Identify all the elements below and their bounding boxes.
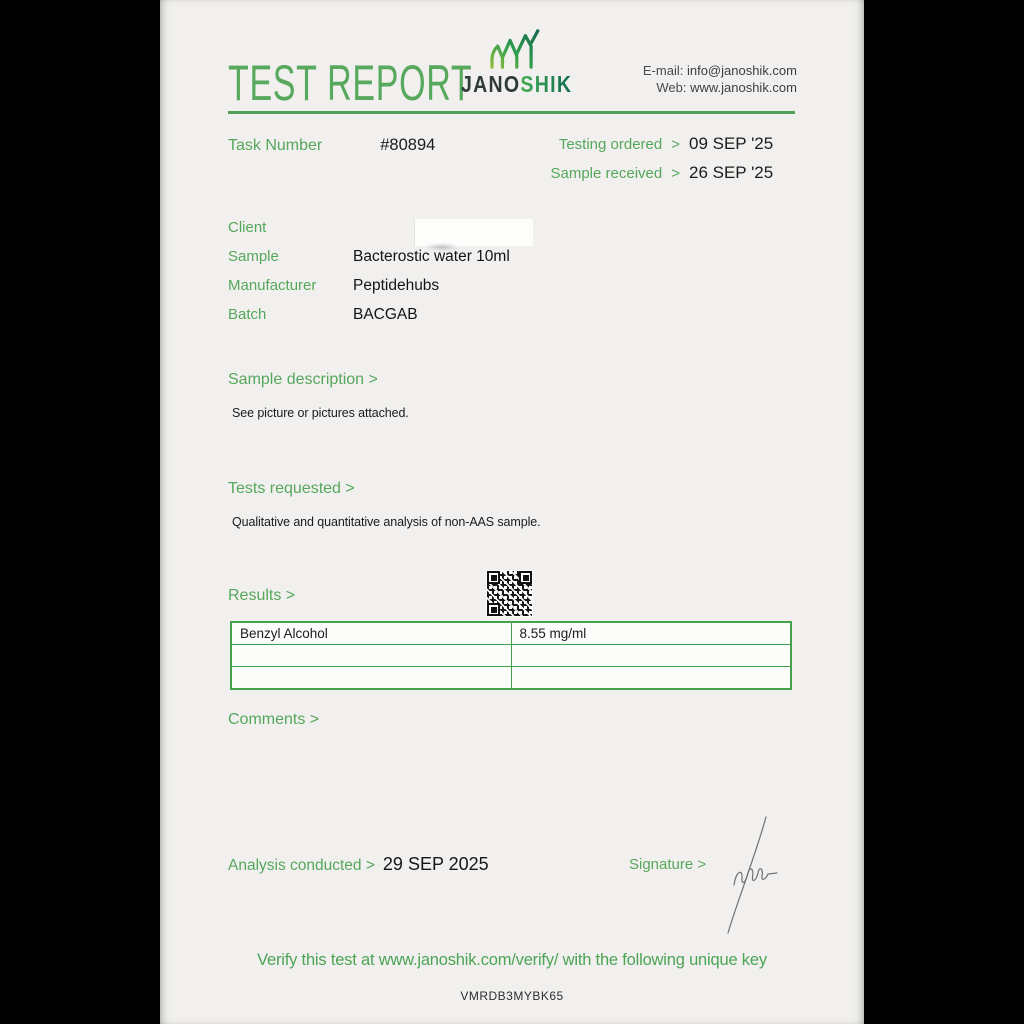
task-number-value: #80894 <box>380 136 436 154</box>
redaction-smudge <box>425 243 459 251</box>
client-row: Client <box>228 219 648 251</box>
chevron-right-icon: > <box>671 165 680 182</box>
batch-value: BACGAB <box>353 306 418 323</box>
result-analyte-cell: Benzyl Alcohol <box>230 621 512 645</box>
manufacturer-value: Peptidehubs <box>353 277 440 294</box>
table-row <box>230 666 792 690</box>
signature-image <box>727 816 778 934</box>
manufacturer-label: Manufacturer <box>228 277 317 294</box>
verify-instruction: Verify this test at www.janoshik.com/ver… <box>257 951 767 969</box>
logo-wordmark: JANOSHIK <box>461 71 571 98</box>
report-page: TEST REPORT JANOSHIK E-mail: info@janosh… <box>160 0 864 1024</box>
sample-description-body: See picture or pictures attached. <box>232 406 409 420</box>
web-label: Web: <box>656 80 687 95</box>
analysis-conducted-label: Analysis conducted > <box>228 857 375 874</box>
comments-heading: Comments > <box>228 711 320 728</box>
task-number-row: Task Number #80894 <box>228 136 435 155</box>
contact-web-line: Web: www.janoshik.com <box>643 79 797 96</box>
analysis-conducted-date: 29 SEP 2025 <box>382 854 489 874</box>
result-value-cell <box>510 666 792 690</box>
tests-requested-body: Qualitative and quantitative analysis of… <box>232 515 541 529</box>
testing-ordered-row: Testing ordered > 09 SEP '25 <box>542 134 782 163</box>
batch-row: Batch BACGAB <box>228 306 648 335</box>
manufacturer-row: Manufacturer Peptidehubs <box>228 277 648 306</box>
unique-key: VMRDB3MYBK65 <box>460 989 564 1003</box>
qr-finder-bottom-left <box>487 603 500 616</box>
task-number-label: Task Number <box>228 137 323 154</box>
sample-label: Sample <box>228 248 279 265</box>
logo-text-shik: SHIK <box>520 71 573 97</box>
logo-text-jano: JANO <box>461 71 521 97</box>
testing-ordered-label: Testing ordered <box>558 136 663 153</box>
chevron-right-icon: > <box>671 136 680 153</box>
company-logo: JANOSHIK <box>452 28 572 98</box>
sample-value: Bacterostic water 10ml <box>353 248 510 265</box>
analysis-conducted-row: Analysis conducted > 29 SEP 2025 <box>228 854 489 875</box>
result-value-cell: 8.55 mg/ml <box>510 621 792 645</box>
sample-received-date: 26 SEP '25 <box>689 163 774 182</box>
qr-finder-top-left <box>487 571 500 584</box>
qr-code-icon <box>486 570 533 617</box>
page-title: TEST REPORT <box>228 55 473 111</box>
client-redaction-box <box>414 219 533 251</box>
sample-description-heading: Sample description > <box>228 371 378 388</box>
web-value: www.janoshik.com <box>690 80 797 95</box>
testing-ordered-date: 09 SEP '25 <box>689 134 774 153</box>
dates-block: Testing ordered > 09 SEP '25 Sample rece… <box>542 134 782 192</box>
qr-finder-top-right <box>519 571 532 584</box>
contact-info: E-mail: info@janoshik.com Web: www.janos… <box>643 62 797 96</box>
sample-row: Sample Bacterostic water 10ml <box>228 248 648 277</box>
tests-requested-heading: Tests requested > <box>228 480 355 497</box>
result-analyte-cell <box>230 644 512 667</box>
table-row: Benzyl Alcohol 8.55 mg/ml <box>230 621 792 645</box>
email-value: info@janoshik.com <box>686 63 797 78</box>
results-heading: Results > <box>228 587 296 604</box>
results-table: Benzyl Alcohol 8.55 mg/ml <box>230 621 792 690</box>
result-value-cell <box>510 644 792 667</box>
batch-label: Batch <box>228 306 267 323</box>
sample-received-label: Sample received <box>550 165 663 182</box>
logo-chart-icon <box>490 29 540 69</box>
result-analyte-cell <box>230 666 512 690</box>
sample-details-block: Client Sample Bacterostic water 10ml Man… <box>228 219 648 335</box>
contact-email-line: E-mail: info@janoshik.com <box>643 62 797 79</box>
sample-received-row: Sample received > 26 SEP '25 <box>542 163 782 192</box>
client-label: Client <box>228 219 267 236</box>
header-divider <box>228 111 795 114</box>
table-row <box>230 644 792 667</box>
signature-label: Signature > <box>629 856 707 873</box>
email-label: E-mail: <box>642 63 684 78</box>
